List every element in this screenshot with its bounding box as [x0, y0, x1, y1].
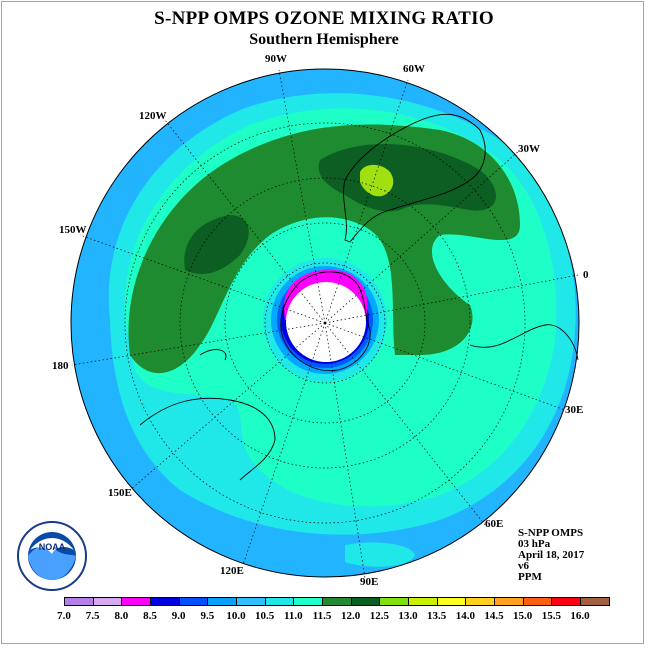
meridian	[324, 149, 521, 324]
colorbar-tick-label: 7.0	[57, 610, 71, 622]
meridian	[324, 79, 409, 324]
lon-label-30w: 30W	[518, 143, 540, 155]
meridian	[278, 69, 326, 324]
colorbar-tick-label: 9.0	[171, 610, 186, 622]
meridian	[324, 274, 579, 324]
colorbar-swatch	[264, 597, 295, 606]
latitude-circle	[264, 262, 386, 384]
colorbar-tick-label: 11.5	[312, 610, 332, 622]
colorbar-swatch	[408, 597, 438, 606]
colorbar-tick-label: 10.0	[226, 610, 246, 622]
lon-label-30e: 30E	[565, 404, 584, 416]
colorbar-tick-label: 15.5	[541, 610, 561, 622]
new-zealand-coast	[199, 349, 227, 361]
lon-label-150w: 150W	[59, 224, 87, 236]
colorbar-swatch	[121, 597, 151, 606]
colorbar-tick-label: 14.0	[455, 610, 475, 622]
colorbar-swatch	[379, 597, 409, 606]
lon-label-120w: 120W	[139, 110, 167, 122]
colorbar-swatch	[580, 597, 610, 606]
colorbar-tick-label: 15.0	[513, 610, 533, 622]
south-america-coast	[343, 113, 486, 243]
field-12-a	[318, 143, 497, 212]
latitude-circle	[124, 122, 526, 524]
lon-label-0: 0	[583, 269, 589, 281]
lon-label-60e: 60E	[485, 518, 504, 530]
colorbar-tick-label: 11.0	[284, 610, 303, 622]
meridian	[324, 322, 566, 411]
colorbar-tick-label: 13.5	[427, 610, 447, 622]
map-border	[70, 68, 580, 578]
colorbar-tick-label: 12.5	[369, 610, 389, 622]
antarctica-coast	[280, 271, 371, 372]
ozone-field	[71, 69, 579, 577]
colorbar-swatch	[207, 597, 237, 606]
colorbar-swatch	[92, 597, 123, 606]
colorbar-swatch	[551, 597, 581, 606]
colorbar-swatch	[293, 597, 323, 606]
colorbar-tick-label: 8.0	[114, 610, 129, 622]
colorbar-swatch	[350, 597, 381, 606]
colorbar-swatch	[522, 597, 553, 606]
lon-label-90w: 90W	[265, 53, 287, 65]
info-version: v6	[518, 560, 529, 572]
lon-label-120e: 120E	[220, 565, 244, 577]
info-date: April 18, 2017	[518, 549, 585, 561]
latitude-circle	[179, 177, 471, 469]
africa-coast	[469, 324, 579, 361]
graticule	[71, 69, 579, 579]
lon-label-150e: 150E	[108, 487, 132, 499]
colorbar-tick-label: 13.0	[398, 610, 418, 622]
australia-coast	[139, 397, 276, 481]
colorbar-tick-label: 8.5	[143, 610, 157, 622]
field-12-b	[184, 215, 249, 275]
colorbar-swatch	[436, 597, 467, 606]
field-12-5	[360, 164, 394, 197]
meridian	[242, 322, 326, 566]
meridian	[79, 234, 326, 324]
colorbar-tick-label: 9.5	[200, 610, 215, 622]
colorbar-swatch	[322, 597, 352, 606]
colorbar-swatch	[178, 597, 209, 606]
figure-subtitle: Southern Hemisphere	[249, 31, 399, 48]
colorbar-swatch	[494, 597, 524, 606]
latitude-circle	[224, 222, 426, 424]
colorbar-swatch	[236, 597, 266, 606]
colorbar-swatch	[465, 597, 495, 606]
colorbar-swatch	[150, 597, 180, 606]
meridian	[164, 119, 326, 324]
coastlines	[139, 113, 579, 481]
meridian	[324, 322, 486, 526]
info-units: PPM	[518, 571, 542, 583]
info-instrument: S-NPP OMPS	[518, 527, 584, 539]
colorbar-swatch	[64, 597, 94, 606]
noaa-logo: NOAA	[17, 521, 87, 591]
info-level: 03 hPa	[518, 538, 551, 550]
lon-label-180: 180	[52, 360, 69, 372]
lon-label-60w: 60W	[403, 63, 425, 75]
lon-label-90e: 90E	[360, 576, 379, 588]
logo-label: NOAA	[39, 542, 66, 552]
meridian	[129, 322, 326, 491]
meridian	[71, 322, 326, 366]
meridian	[324, 322, 366, 579]
colorbar-tick-label: 14.5	[484, 610, 504, 622]
colorbar-tick-label: 7.5	[85, 610, 100, 622]
colorbar-tick-label: 10.5	[255, 610, 275, 622]
figure-title: S-NPP OMPS OZONE MIXING RATIO	[154, 8, 494, 29]
colorbar-tick-label: 16.0	[570, 610, 590, 622]
colorbar-tick-label: 12.0	[341, 610, 361, 622]
